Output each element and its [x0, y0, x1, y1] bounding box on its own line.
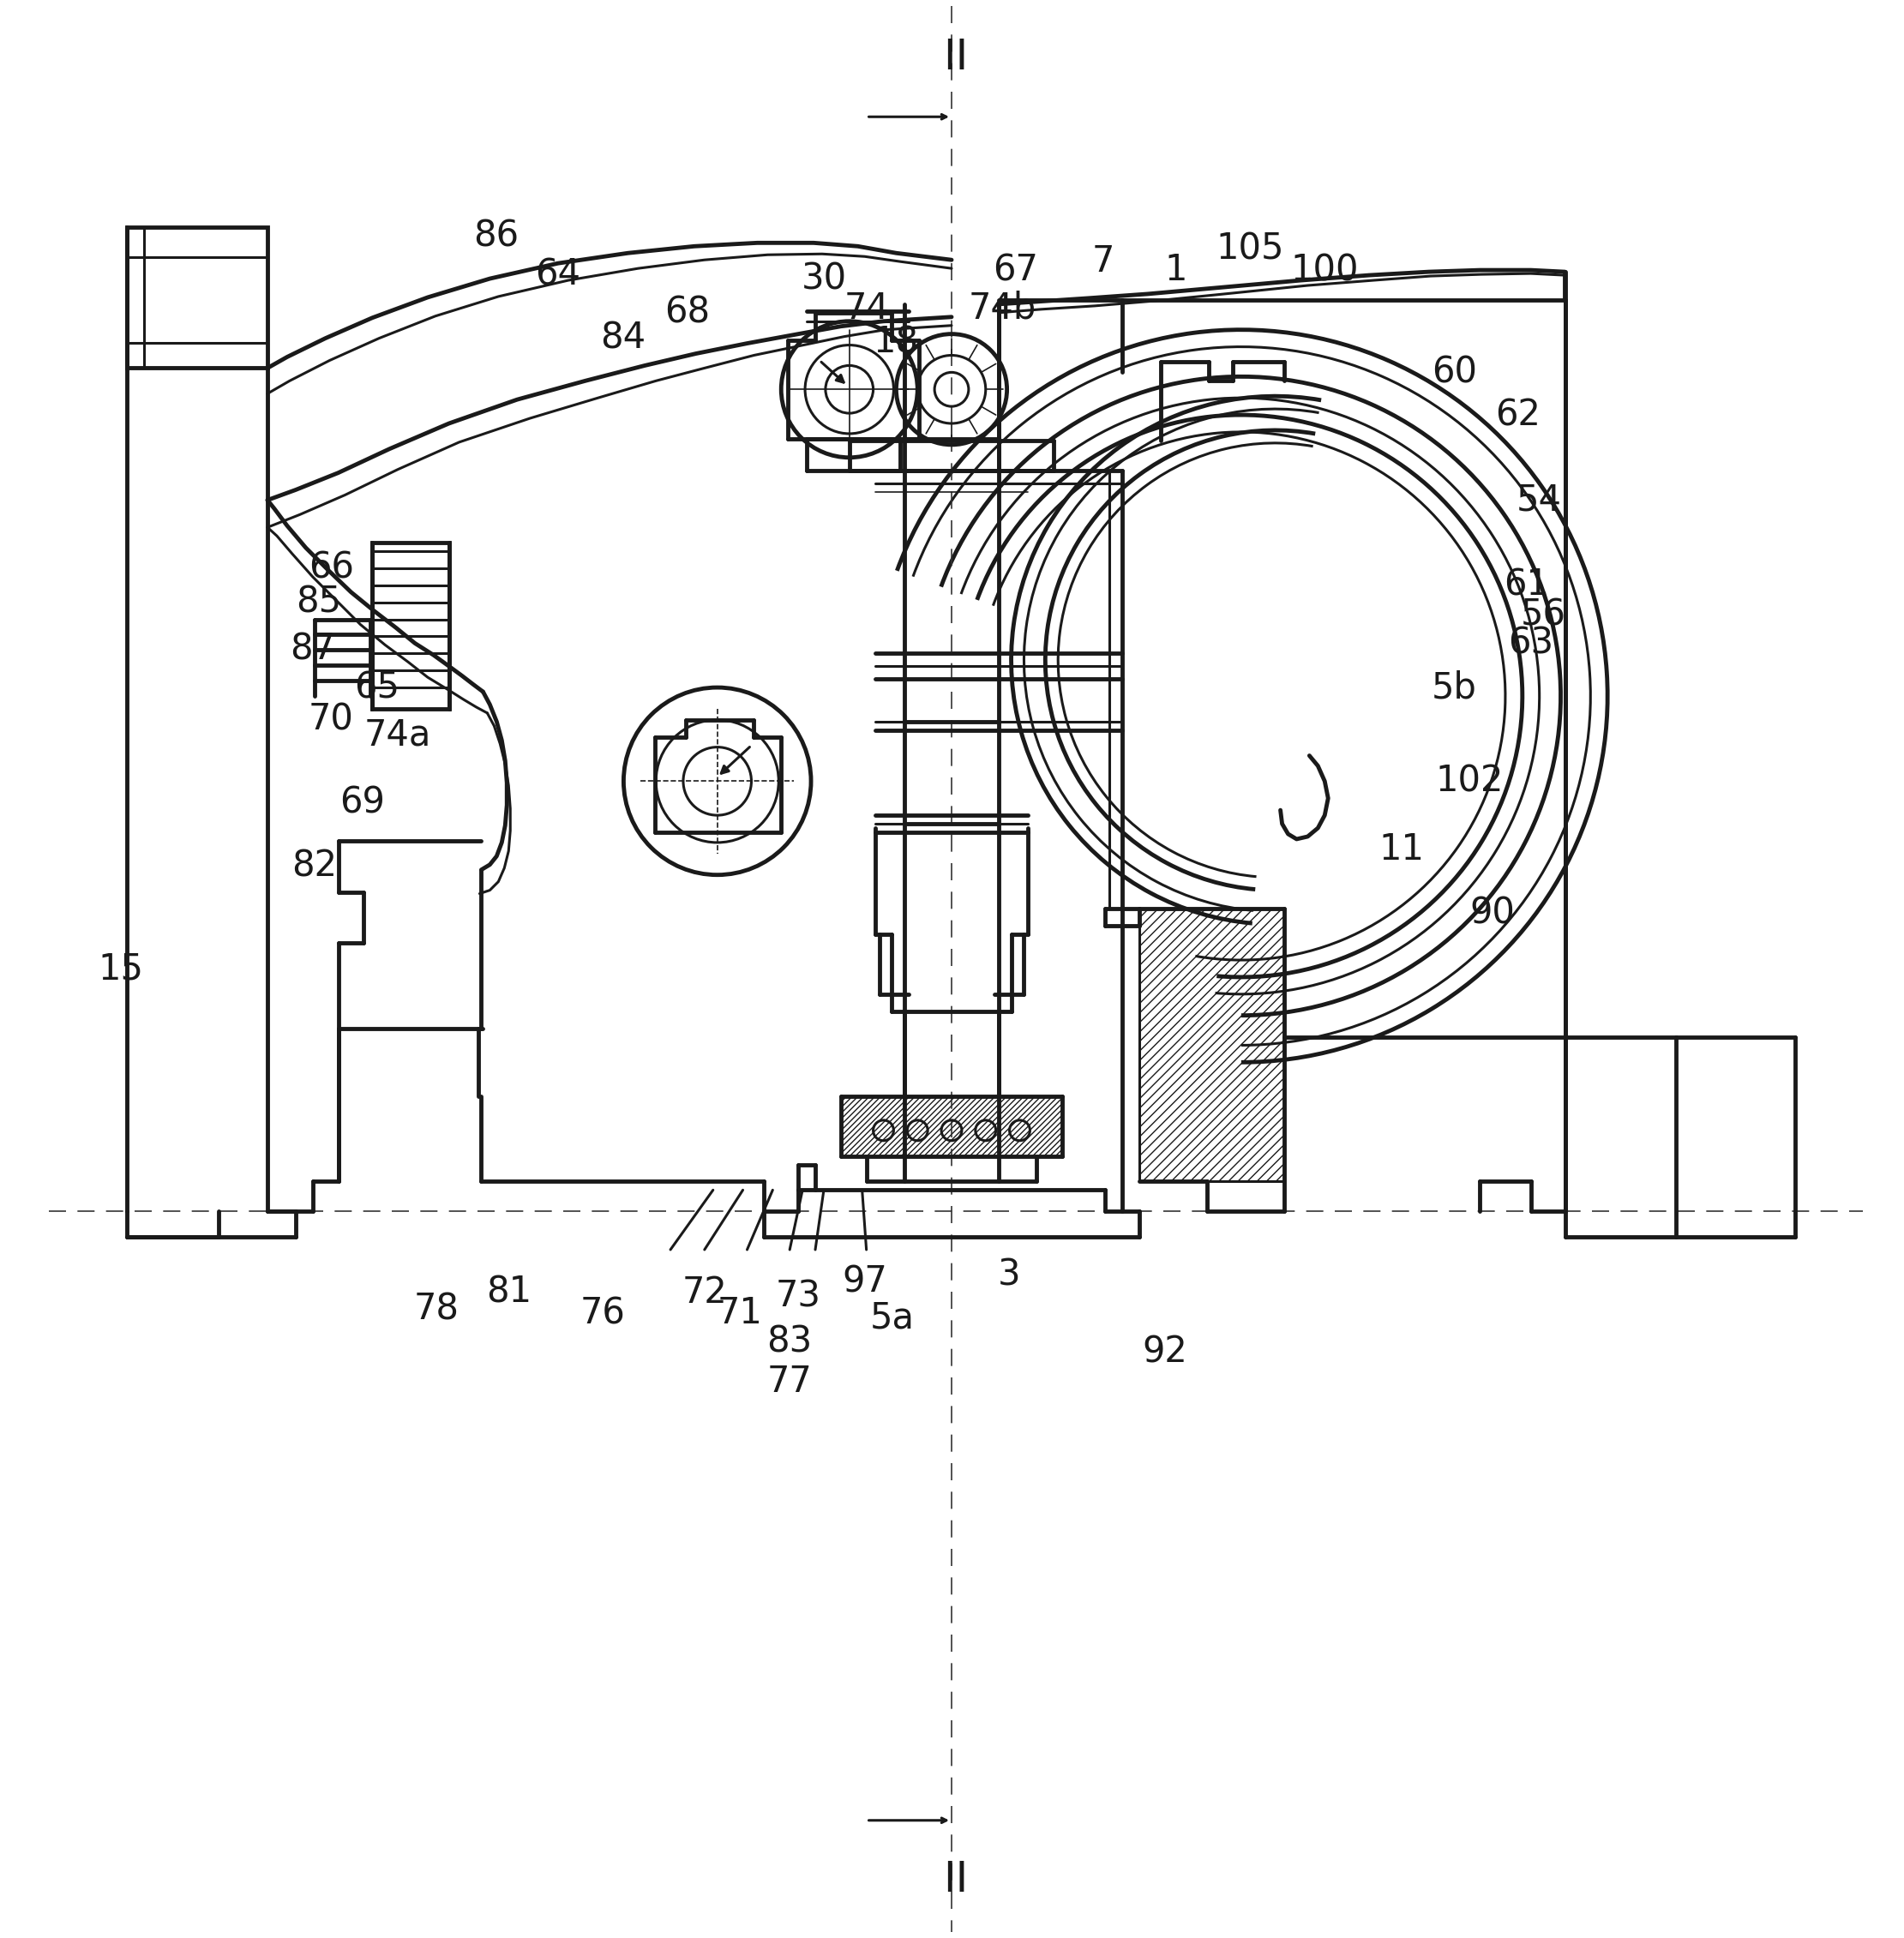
Text: 69: 69	[339, 785, 385, 820]
Text: 72: 72	[682, 1275, 727, 1310]
Text: 67: 67	[992, 252, 1038, 289]
Text: 70: 70	[308, 702, 354, 738]
Text: 1: 1	[1163, 252, 1186, 289]
Text: 74a: 74a	[364, 717, 432, 754]
Text: 102: 102	[1436, 764, 1504, 798]
Text: 83: 83	[767, 1324, 813, 1360]
Text: 3: 3	[998, 1258, 1021, 1293]
Text: 56: 56	[1521, 597, 1567, 634]
Text: 84: 84	[600, 320, 645, 357]
Text: 64: 64	[535, 256, 581, 293]
Text: 81: 81	[486, 1275, 531, 1310]
Bar	[373, 543, 449, 709]
Text: 68: 68	[664, 295, 710, 331]
Text: 15: 15	[99, 950, 143, 986]
Text: 78: 78	[413, 1291, 459, 1328]
Text: 87: 87	[289, 632, 335, 667]
Text: 5a: 5a	[870, 1300, 914, 1335]
Text: 71: 71	[718, 1295, 764, 1331]
Text: 77: 77	[767, 1364, 813, 1399]
Text: 62: 62	[1495, 397, 1540, 432]
Text: 73: 73	[775, 1279, 821, 1314]
Bar	[128, 227, 267, 368]
Text: 82: 82	[291, 849, 337, 884]
Text: 61: 61	[1504, 568, 1550, 603]
Text: II: II	[942, 1859, 969, 1901]
Text: 54: 54	[1517, 483, 1561, 517]
Text: 100: 100	[1291, 252, 1359, 289]
Text: 11: 11	[1378, 831, 1424, 868]
Text: 86: 86	[472, 219, 518, 254]
Text: 18: 18	[874, 324, 920, 360]
Text: 65: 65	[354, 669, 400, 705]
Text: 5b: 5b	[1432, 669, 1478, 705]
Text: 90: 90	[1470, 895, 1516, 930]
Text: 85: 85	[295, 585, 341, 620]
Text: 63: 63	[1508, 626, 1554, 661]
Text: II: II	[942, 37, 969, 78]
Text: 76: 76	[579, 1295, 625, 1331]
Text: 97: 97	[842, 1264, 887, 1300]
Text: 92: 92	[1142, 1333, 1188, 1370]
Text: 30: 30	[802, 260, 847, 297]
Bar	[842, 1097, 1062, 1155]
Text: 60: 60	[1432, 355, 1478, 390]
Text: 66: 66	[308, 550, 354, 585]
Bar	[1139, 909, 1283, 1182]
Text: 7: 7	[1091, 244, 1114, 279]
Text: 74: 74	[843, 291, 889, 326]
Text: 105: 105	[1215, 231, 1283, 267]
Text: 74b: 74b	[969, 291, 1036, 326]
